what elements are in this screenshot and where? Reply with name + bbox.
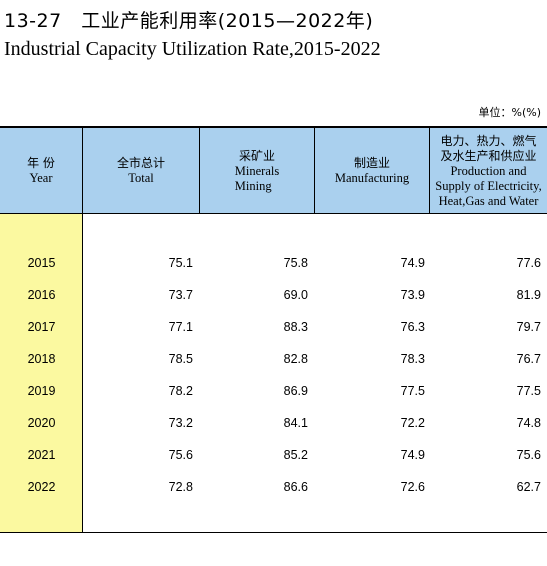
utilities-cell: 75.6: [516, 448, 541, 462]
year-cell: 2019: [27, 384, 56, 398]
mining-cell: 88.3: [283, 320, 308, 334]
manufacturing-cell: 73.9: [400, 288, 425, 302]
table-row: 2016 73.7 69.0 73.9 81.9: [0, 285, 547, 305]
total-cell: 72.8: [168, 480, 193, 494]
utilities-cell: 62.7: [516, 480, 541, 494]
utilities-cell: 77.6: [516, 256, 541, 270]
unit-label: 单位：%(%): [478, 106, 542, 119]
mining-cell: 82.8: [283, 352, 308, 366]
utilities-cell: 76.7: [516, 352, 541, 366]
table-row: 2019 78.2 86.9 77.5 77.5: [0, 381, 547, 401]
page-title-en: Industrial Capacity Utilization Rate,201…: [4, 38, 381, 60]
manufacturing-cell: 78.3: [400, 352, 425, 366]
mining-cell: 86.6: [283, 480, 308, 494]
header-mining: 采矿业 Minerals Mining: [200, 128, 315, 214]
manufacturing-cell: 76.3: [400, 320, 425, 334]
mining-cell: 75.8: [283, 256, 308, 270]
mining-cell: 85.2: [283, 448, 308, 462]
total-cell: 77.1: [168, 320, 193, 334]
utilities-cell: 79.7: [516, 320, 541, 334]
header-utilities: 电力、热力、燃气 及水生产和供应业 Production and Supply …: [430, 128, 547, 214]
manufacturing-cell: 77.5: [400, 384, 425, 398]
total-cell: 75.6: [168, 448, 193, 462]
table-row: 2015 75.1 75.8 74.9 77.6: [0, 253, 547, 273]
header-total-cn: 全市总计: [116, 156, 165, 170]
mining-cell: 86.9: [283, 384, 308, 398]
mining-cell: 84.1: [283, 416, 308, 430]
header-year-en: Year: [29, 171, 53, 185]
header-manufacturing-en: Manufacturing: [334, 171, 410, 185]
header-total: 全市总计 Total: [83, 128, 200, 214]
manufacturing-cell: 74.9: [400, 448, 425, 462]
year-cell: 2017: [27, 320, 56, 334]
utilities-cell: 74.8: [516, 416, 541, 430]
header-year: 年 份 Year: [0, 128, 83, 214]
header-manufacturing-cn: 制造业: [353, 156, 390, 170]
year-cell: 2021: [27, 448, 56, 462]
utilities-cell: 81.9: [516, 288, 541, 302]
year-column-bg: [0, 214, 83, 532]
total-cell: 73.2: [168, 416, 193, 430]
manufacturing-cell: 72.6: [400, 480, 425, 494]
year-cell: 2018: [27, 352, 56, 366]
utilities-cell: 77.5: [516, 384, 541, 398]
table-row: 2020 73.2 84.1 72.2 74.8: [0, 413, 547, 433]
header-utilities-en: Production and Supply of Electricity, He…: [435, 163, 542, 208]
year-cell: 2016: [27, 288, 56, 302]
header-year-cn: 年 份: [27, 156, 55, 170]
table-row: 2021 75.6 85.2 74.9 75.6: [0, 445, 547, 465]
table-row: 2017 77.1 88.3 76.3 79.7: [0, 317, 547, 337]
table-bottom-rule: [0, 532, 547, 533]
total-cell: 75.1: [168, 256, 193, 270]
header-utilities-cn: 电力、热力、燃气 及水生产和供应业: [440, 133, 537, 163]
manufacturing-cell: 74.9: [400, 256, 425, 270]
table-header: 年 份 Year 全市总计 Total 采矿业 Minerals Mining …: [0, 126, 547, 214]
header-mining-en: Minerals Mining: [234, 163, 280, 193]
year-cell: 2015: [27, 256, 56, 270]
manufacturing-cell: 72.2: [400, 416, 425, 430]
year-cell: 2022: [27, 480, 56, 494]
total-cell: 78.2: [168, 384, 193, 398]
header-mining-cn: 采矿业: [238, 148, 275, 163]
total-cell: 73.7: [168, 288, 193, 302]
table-row: 2022 72.8 86.6 72.6 62.7: [0, 477, 547, 497]
total-cell: 78.5: [168, 352, 193, 366]
header-total-en: Total: [128, 171, 154, 185]
mining-cell: 69.0: [283, 288, 308, 302]
page-title-cn: 13-27 工业产能利用率(2015—2022年): [4, 10, 374, 32]
year-cell: 2020: [27, 416, 56, 430]
header-manufacturing: 制造业 Manufacturing: [315, 128, 430, 214]
table-row: 2018 78.5 82.8 78.3 76.7: [0, 349, 547, 369]
